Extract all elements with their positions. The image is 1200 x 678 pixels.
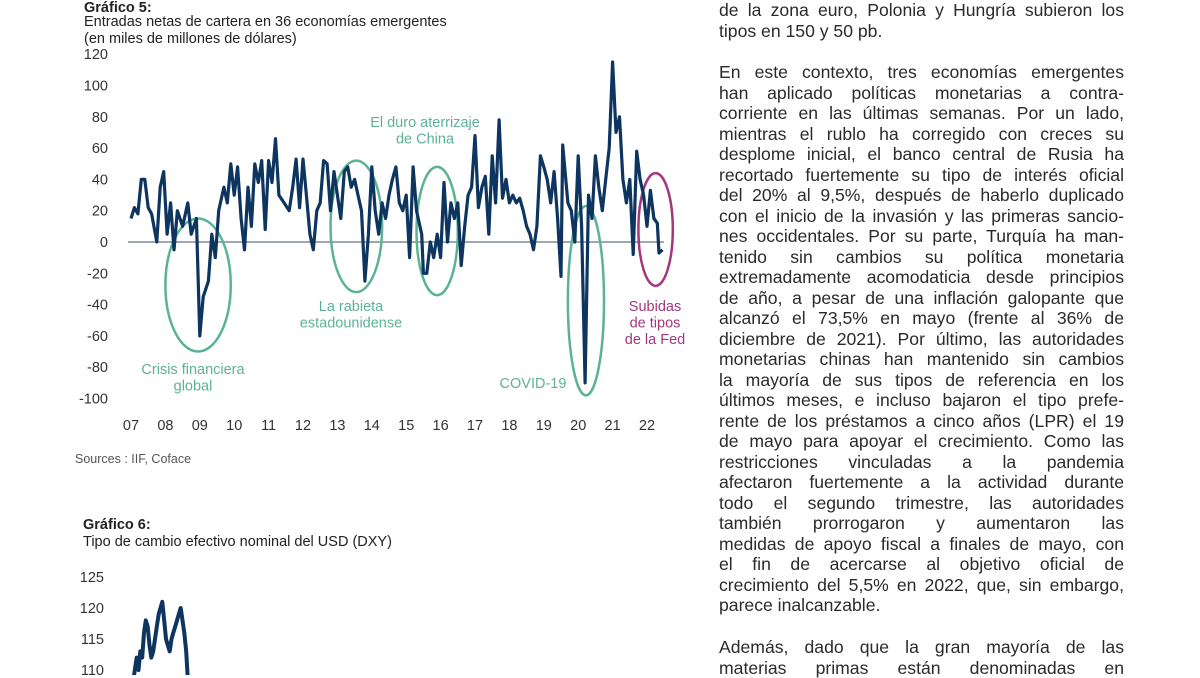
y-tick-label: -100 (79, 392, 108, 408)
article-line: Además, dado que la gran mayoría de las (719, 637, 1124, 657)
chart6-label: Gráfico 6: (83, 517, 151, 533)
x-tick-label: 18 (501, 418, 517, 434)
x-tick-label: 11 (261, 418, 276, 434)
y-tick-label: -80 (87, 360, 108, 376)
x-tick-label: 09 (192, 418, 208, 434)
y-tick-label: 80 (92, 110, 108, 126)
article-line: nes occidentales. Por su parte, Turquía … (719, 226, 1124, 246)
chart5-svg: 120 100 80 60 40 20 0 -20 -40 -60 -80 -100 07 08 09 10 1… (0, 0, 700, 450)
y-tick-label: 100 (84, 79, 108, 95)
article-line: diciembre de 2021). Por último, las auto… (719, 329, 1124, 349)
y-tick-label: 20 (92, 204, 108, 220)
article-line: medidas de apoyo fiscal a finales de may… (719, 534, 1124, 554)
article-line: crecimiento del 5,5% en 2022, que, sin e… (719, 575, 1124, 595)
y-tick-label: -20 (87, 266, 108, 282)
article-line: han aplicado políticas monetarias a cont… (719, 83, 1124, 103)
annotation-label: de China (396, 132, 455, 148)
y-tick-label: 125 (80, 570, 104, 586)
annotation-label: de tipos (630, 316, 681, 332)
x-tick-label: 22 (639, 418, 655, 434)
article-line: de año, a pesar de una inflación galopan… (719, 288, 1124, 308)
article-line: parece inalcanzable. (719, 595, 1124, 615)
annotation-label: global (174, 379, 213, 395)
article-line: rente de los préstamos a cinco años (LPR… (719, 411, 1124, 431)
x-tick-label: 07 (123, 418, 139, 434)
article-line: desplome inicial, el banco central de Ru… (719, 144, 1124, 164)
y-tick-label: 110 (81, 663, 104, 675)
article-line: últimos meses, e incluso bajaron el tipo… (719, 390, 1124, 410)
article-line: mientras el rublo ha corregido con crece… (719, 124, 1124, 144)
article-line: tipos en 150 y 50 pb. (719, 21, 1124, 41)
article-line: tenido sin cambios su política monetaria (719, 247, 1124, 267)
article-line: recortado fuertemente su tipo de interés… (719, 165, 1124, 185)
x-tick-label: 13 (329, 418, 345, 434)
series-line (133, 602, 188, 675)
annotation-label: COVID-19 (500, 376, 567, 392)
y-tick-label: 40 (92, 172, 108, 188)
annotation-label: El duro aterrizaje (370, 115, 480, 131)
y-tick-label: 120 (84, 47, 108, 63)
article-line: afectaron fuertemente a la actividad dur… (719, 472, 1124, 492)
annotation-label: estadounidense (300, 316, 402, 332)
annotation-label: de la Fed (625, 332, 685, 348)
chart6-svg: 125 120 115 110 (0, 560, 400, 675)
x-tick-label: 12 (295, 418, 311, 434)
annotation-label: Crisis financiera (141, 362, 245, 378)
y-tick-label: 0 (100, 235, 108, 251)
article-line: el fin de acercarse al objetivo oficial … (719, 554, 1124, 574)
x-tick-label: 15 (398, 418, 414, 434)
annotation-label: Subidas (629, 299, 681, 315)
y-tick-label: 60 (92, 141, 108, 157)
annotation-ellipse (417, 167, 458, 295)
article-line: de la zona euro, Polonia y Hungría subie… (719, 0, 1124, 20)
y-tick-label: -40 (87, 298, 108, 314)
annotation-label: La rabieta (319, 299, 384, 315)
article-line: extremadamente acomodaticia desde princi… (719, 267, 1124, 287)
article-line: de mayo para apoyar el crecimiento. Como… (719, 431, 1124, 451)
article-line: también prorrogaron y aumentaron las (719, 513, 1124, 533)
article-line: del 20% al 9,5%, después de haberlo dupl… (719, 185, 1124, 205)
article-line: todo el segundo trimestre, las autoridad… (719, 493, 1124, 513)
x-tick-label: 21 (605, 418, 621, 434)
y-tick-label: 120 (80, 601, 104, 617)
x-tick-label: 17 (467, 418, 483, 434)
x-tick-label: 16 (433, 418, 449, 434)
article-line: corriente en las últimas semanas. Por un… (719, 103, 1124, 123)
article-line: En este contexto, tres economías emergen… (719, 62, 1124, 82)
x-tick-label: 19 (536, 418, 552, 434)
article-line: alcanzó el 73,5% en mayo (frente al 36% … (719, 308, 1124, 328)
article-line: monetarias chinas han mantenido sin camb… (719, 349, 1124, 369)
chart6-title: Tipo de cambio efectivo nominal del USD … (83, 534, 392, 550)
article-line: con el inicio de la invasión y las prime… (719, 206, 1124, 226)
x-tick-label: 20 (570, 418, 586, 434)
chart5-source: Sources : IIF, Coface (75, 452, 191, 466)
y-tick-label: 115 (81, 632, 104, 648)
x-tick-label: 08 (157, 418, 173, 434)
article-line: restricciones vinculadas a la pandemia (719, 452, 1124, 472)
x-tick-label: 14 (364, 418, 380, 434)
x-tick-label: 10 (226, 418, 242, 434)
y-tick-label: -60 (87, 329, 108, 345)
article-line: la mayoría de sus tipos de referencia en… (719, 370, 1124, 390)
